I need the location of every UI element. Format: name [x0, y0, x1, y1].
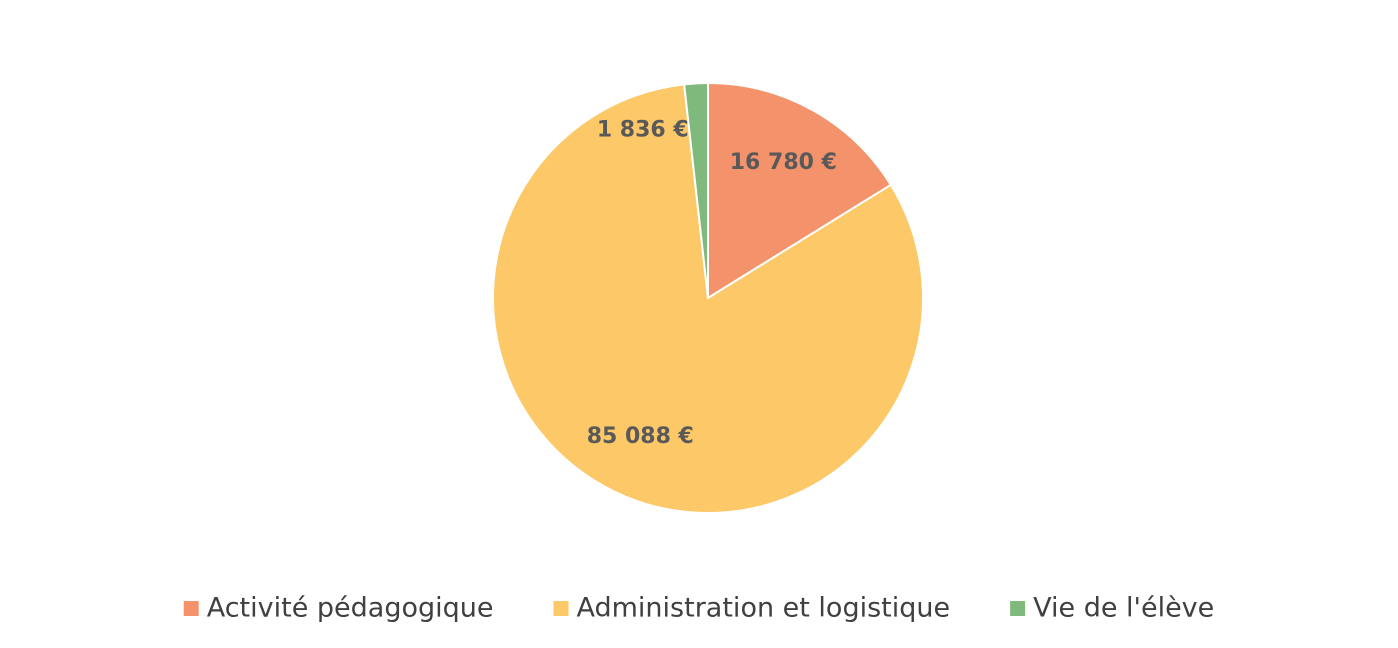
pie-slice	[492, 83, 924, 514]
legend-swatch	[1010, 601, 1026, 616]
legend-swatch	[183, 601, 199, 616]
pie-slice	[683, 81, 709, 299]
pie-slice	[707, 81, 893, 300]
legend-label: Activité pédagogique	[207, 593, 494, 624]
legend-swatch	[553, 601, 569, 616]
value-label: 1 836 €	[597, 118, 689, 143]
legend-label: Administration et logistique	[577, 593, 951, 624]
legend-label: Vie de l'élève	[1033, 593, 1214, 624]
value-label: 16 780 €	[730, 150, 837, 175]
value-label: 85 088 €	[587, 424, 694, 449]
